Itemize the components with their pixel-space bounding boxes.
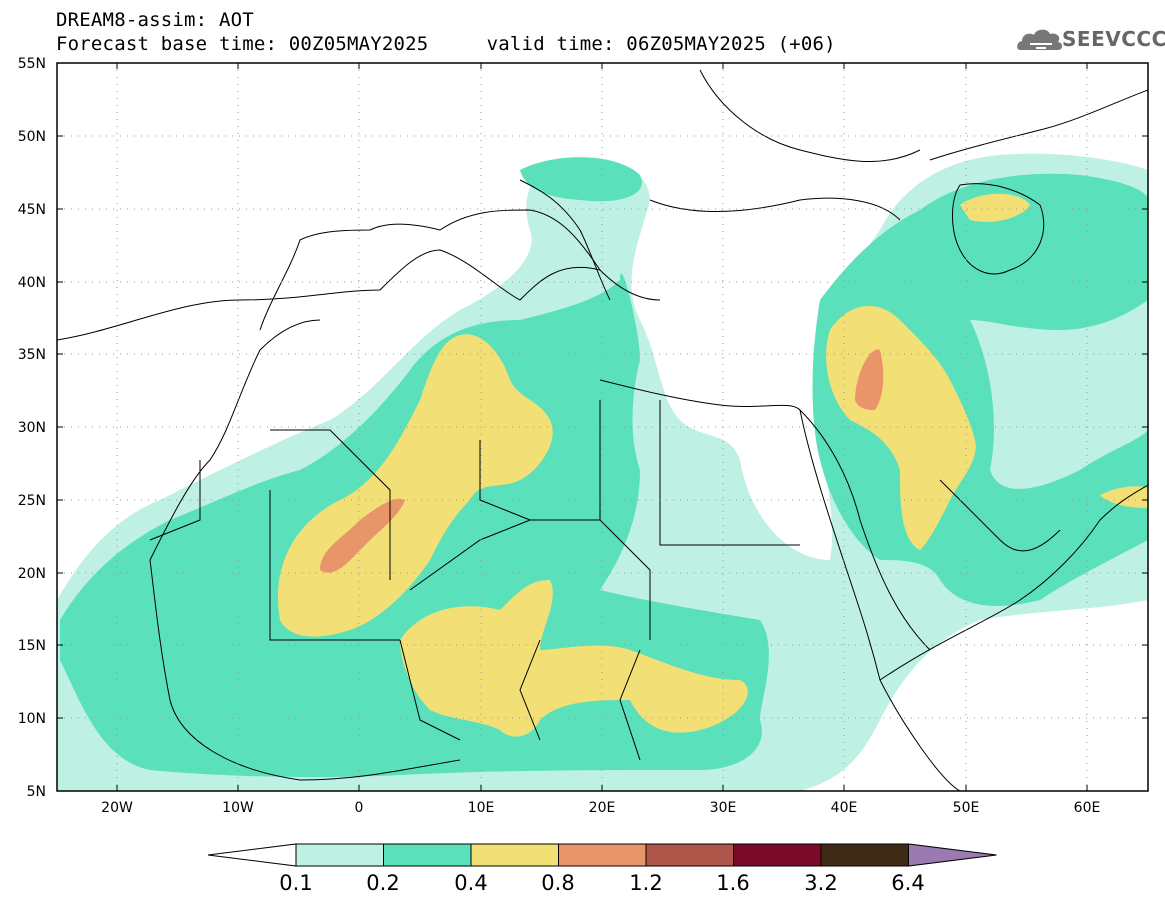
colorbar-label: 0.8	[541, 871, 574, 895]
axis-ticks	[57, 62, 1148, 792]
lat-label: 10N	[18, 711, 46, 727]
lon-label: 40E	[831, 800, 858, 816]
colorbar-labels: 0.1 0.2 0.4 0.8 1.2 1.6 3.2 6.4	[279, 871, 924, 895]
colorbar-cell	[470, 843, 559, 867]
title-line-2: Forecast base time: 00Z05MAY2025 valid t…	[56, 33, 836, 55]
lon-label: 20W	[101, 800, 133, 816]
colorbar-cell	[733, 843, 822, 867]
lon-labels: 20W 10W 0 10E 20E 30E 40E 50E 60E	[101, 800, 1100, 816]
colorbar-label: 6.4	[891, 871, 924, 895]
cloud-icon	[1017, 29, 1063, 50]
lat-label: 5N	[27, 784, 46, 800]
colorbar-cell	[558, 843, 647, 867]
lon-label: 60E	[1074, 800, 1101, 816]
lat-label: 35N	[18, 347, 46, 363]
colorbar-cell	[820, 843, 909, 867]
lon-label: 30E	[710, 800, 737, 816]
lat-label: 30N	[18, 420, 46, 436]
colorbar-label: 1.2	[629, 871, 662, 895]
lon-label: 50E	[953, 800, 980, 816]
lat-labels: 55N 50N 45N 40N 35N 30N 25N 20N 15N 10N …	[18, 56, 46, 800]
aot-level-0.2-mideast	[812, 173, 1148, 606]
logo-text: SEEVCCC	[1062, 27, 1165, 51]
colorbar-label: 0.4	[454, 871, 487, 895]
lat-label: 15N	[18, 638, 46, 654]
colorbar-label: 1.6	[716, 871, 749, 895]
colorbar-label: 0.2	[366, 871, 399, 895]
colorbar-cell	[383, 843, 472, 867]
lon-label: 20E	[589, 800, 616, 816]
lat-label: 55N	[18, 56, 46, 72]
lon-label: 0	[355, 800, 364, 816]
lat-label: 25N	[18, 493, 46, 509]
colorbar-arrow-right	[908, 843, 997, 867]
colorbar-arrow-left	[207, 843, 297, 867]
lon-label: 10E	[468, 800, 495, 816]
colorbar-cells	[207, 843, 997, 867]
aot-level-0.4-sahel	[400, 580, 748, 737]
aot-level-0.4-caspian	[960, 193, 1030, 222]
aot-level-0.8-sahara	[320, 498, 405, 573]
lat-label: 50N	[18, 129, 46, 145]
lon-label: 10W	[222, 800, 254, 816]
lat-label: 20N	[18, 566, 46, 582]
colorbar-label: 0.1	[279, 871, 312, 895]
colorbar: 0.1 0.2 0.4 0.8 1.2 1.6 3.2 6.4	[207, 843, 997, 895]
grid	[57, 63, 1148, 791]
title-line-1: DREAM8-assim: AOT	[56, 9, 254, 31]
lat-label: 40N	[18, 275, 46, 291]
coastlines	[57, 69, 1148, 791]
colorbar-cell	[645, 843, 734, 867]
lat-label: 45N	[18, 202, 46, 218]
aot-level-0.8-iraq	[855, 349, 884, 410]
aot-level-0.2-balkans	[520, 157, 642, 202]
colorbar-cell	[295, 843, 384, 867]
colorbar-label: 3.2	[804, 871, 837, 895]
